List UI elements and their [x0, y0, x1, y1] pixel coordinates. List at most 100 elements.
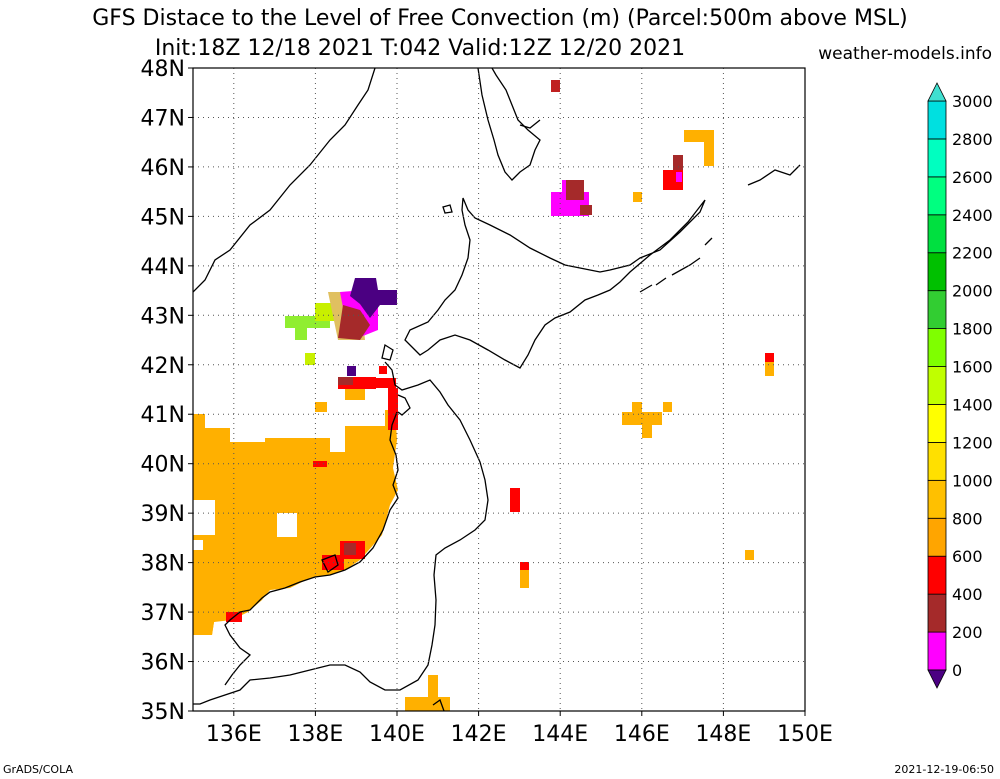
shade-purple-43n [350, 278, 397, 318]
footer-timestamp: 2021-12-19-06:50 [894, 763, 994, 776]
colorbar-label: 1200 [952, 433, 993, 452]
colorbar-segment [927, 252, 947, 292]
coast-sakhalin-b [519, 119, 541, 129]
brand-label: weather-models.info [818, 44, 992, 64]
colorbar-segment [927, 138, 947, 178]
map-title: GFS Distace to the Level of Free Convect… [92, 6, 908, 31]
lat-tick-label: 40N [141, 453, 185, 478]
colorbar-segment [927, 290, 947, 329]
lat-tick-label: 38N [141, 552, 185, 577]
lon-tick-label: 146E [614, 722, 670, 747]
shade-orange-south-strip [193, 580, 240, 635]
coast-honshu-west [224, 411, 399, 686]
shade-green-43n-b [295, 328, 307, 340]
colorbar-label: 2200 [952, 244, 993, 263]
shade-white-hole-1 [193, 500, 215, 535]
colorbar-label: 800 [952, 509, 983, 528]
shade-orange-kurils-1 [633, 192, 642, 202]
shade-brown-43n [338, 305, 370, 340]
footer-software: GrADS/COLA [3, 763, 73, 776]
shade-magenta-46n [676, 172, 682, 182]
lat-tick-label: 46N [141, 156, 185, 181]
gridlines [193, 68, 806, 711]
lon-tick-label: 148E [695, 722, 751, 747]
lat-tick-label: 43N [141, 304, 185, 329]
shade-orange-small-1 [315, 402, 327, 412]
coast-asia-mainland [193, 68, 376, 293]
colorbar-label: 0 [952, 661, 962, 680]
lfc-shading [193, 80, 774, 711]
colorbar-segment [927, 517, 947, 557]
lat-tick-label: 42N [141, 354, 185, 379]
lat-tick-label: 47N [141, 106, 185, 131]
colorbar-label: 600 [952, 547, 983, 566]
shade-orange-35n-a [428, 675, 438, 711]
shade-red-38n [520, 562, 529, 571]
map-subtitle: Init:18Z 12/18 2021 T:042 Valid:12Z 12/2… [154, 36, 686, 61]
colorbar-segment [927, 441, 947, 481]
lat-tick-label: 44N [141, 255, 185, 280]
colorbar-label: 1600 [952, 358, 993, 377]
lat-tick-label: 41N [141, 403, 185, 428]
colorbar-label: 1400 [952, 395, 993, 414]
shade-orange-38n [520, 570, 529, 588]
coast-oshima [381, 343, 394, 361]
colorbar-segment [927, 100, 947, 140]
colorbar-label: 3000 [952, 92, 993, 111]
shade-orange-41n-east [622, 402, 662, 438]
shade-red-40n [313, 461, 327, 467]
lon-tick-labels: 136E 138E 140E 142E 144E 146E 148E 150E [206, 722, 833, 747]
coast-rishiri [442, 204, 453, 214]
shade-orange-46n-a [684, 130, 714, 142]
colorbar-label: 2600 [952, 168, 993, 187]
shade-red-tsugaru [376, 378, 396, 388]
lon-tick-label: 138E [287, 722, 343, 747]
colorbar-segment [927, 593, 947, 633]
coast-izu [432, 698, 445, 711]
lon-tick-label: 144E [532, 722, 588, 747]
shade-brown-45n [566, 180, 584, 200]
shade-brown-45n-b [580, 205, 592, 215]
shade-red-small-1 [379, 366, 387, 374]
shade-white-hole-2 [277, 513, 297, 537]
colorbar-segment [927, 555, 947, 595]
shade-yellow-42n [305, 353, 315, 365]
lat-tick-label: 36N [141, 651, 185, 676]
colorbar-label: 2000 [952, 282, 993, 301]
shade-brown-41n [338, 377, 353, 385]
shade-red-tsugaru-2 [388, 388, 398, 430]
shade-purple-41n [347, 366, 356, 376]
lon-tick-label: 140E [369, 722, 425, 747]
colorbar-label: 2800 [952, 130, 993, 149]
colorbar-label: 2400 [952, 206, 993, 225]
colorbar-label: 400 [952, 585, 983, 604]
shade-brown-46n [673, 155, 683, 175]
coastlines [193, 68, 801, 711]
lon-tick-label: 142E [451, 722, 507, 747]
lat-tick-label: 35N [141, 700, 185, 725]
shade-brown-sendai [344, 543, 356, 555]
colorbar-segment [927, 214, 947, 254]
colorbar-segment [927, 631, 947, 671]
colorbar: 0 200 400 600 800 1000 1200 1400 1600 1800 2000 220… [927, 82, 993, 689]
shade-red-39n [510, 488, 520, 512]
shade-red-47n [551, 80, 560, 92]
colorbar-segment [927, 176, 947, 216]
lat-tick-labels: 35N 36N 37N 38N 39N 40N 41N 42N 43N 44N 45N 46N 47N 4… [141, 57, 185, 725]
lat-tick-label: 39N [141, 502, 185, 527]
coast-sado [321, 554, 339, 573]
shade-orange-46n-b [704, 140, 714, 166]
coast-hokkaido [404, 197, 706, 369]
lon-tick-label: 150E [777, 722, 833, 747]
shade-orange-38n-east [745, 550, 754, 560]
shade-orange-42n-east [765, 362, 774, 376]
colorbar-segment [927, 479, 947, 519]
colorbar-label: 200 [952, 623, 983, 642]
coast-honshu [193, 361, 489, 705]
colorbar-max-arrow [927, 82, 947, 102]
shade-orange-41n-east-b [663, 402, 672, 412]
coast-kurils [639, 237, 713, 293]
coast-asia-east [747, 164, 801, 186]
axis-ticks [188, 67, 806, 716]
